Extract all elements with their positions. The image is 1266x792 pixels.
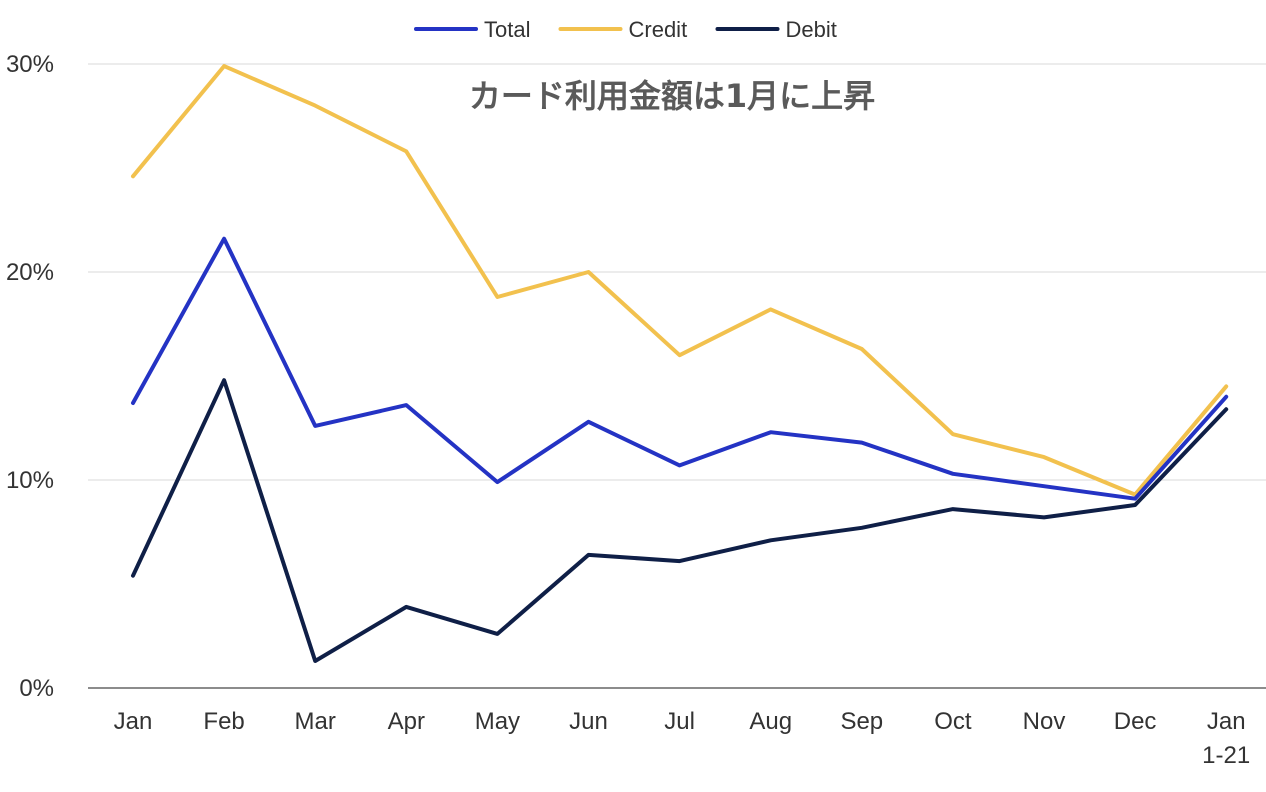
series-lines bbox=[131, 64, 1229, 663]
y-tick-label: 10% bbox=[6, 467, 54, 494]
x-tick-label: Jul bbox=[664, 708, 695, 735]
legend-label-credit: Credit bbox=[629, 17, 688, 42]
series-line-credit bbox=[131, 64, 1229, 497]
x-tick-label: Jan bbox=[114, 708, 153, 735]
y-tick-label: 0% bbox=[19, 675, 54, 702]
x-tick-label: Nov bbox=[1023, 708, 1066, 735]
x-tick-label: Jan 1-21 bbox=[1202, 708, 1250, 769]
chart-title: カード利用金額は1月に上昇 bbox=[469, 77, 875, 115]
x-tick-label: Sep bbox=[840, 708, 883, 735]
x-tick-label: Aug bbox=[749, 708, 792, 735]
y-tick-label: 20% bbox=[6, 259, 54, 286]
legend-label-total: Total bbox=[484, 17, 530, 42]
series-line-debit bbox=[131, 378, 1229, 663]
x-tick-label: Mar bbox=[295, 708, 336, 735]
legend-label-debit: Debit bbox=[786, 17, 837, 42]
axes: 0% 10% 20% 30% Jan Feb Mar Apr May Jun Jul Aug Sep Oc… bbox=[6, 51, 1266, 769]
gridlines bbox=[88, 63, 1266, 481]
y-tick-label: 30% bbox=[6, 51, 54, 78]
series-line-total bbox=[131, 236, 1229, 501]
x-tick-label: Feb bbox=[203, 708, 244, 735]
legend: Total Credit Debit bbox=[414, 17, 837, 42]
x-tick-label: Apr bbox=[388, 708, 425, 735]
x-tick-label: Jun bbox=[569, 708, 608, 735]
x-tick-label: Oct bbox=[934, 708, 972, 735]
x-tick-label: Dec bbox=[1114, 708, 1157, 735]
x-tick-label: May bbox=[475, 708, 520, 735]
